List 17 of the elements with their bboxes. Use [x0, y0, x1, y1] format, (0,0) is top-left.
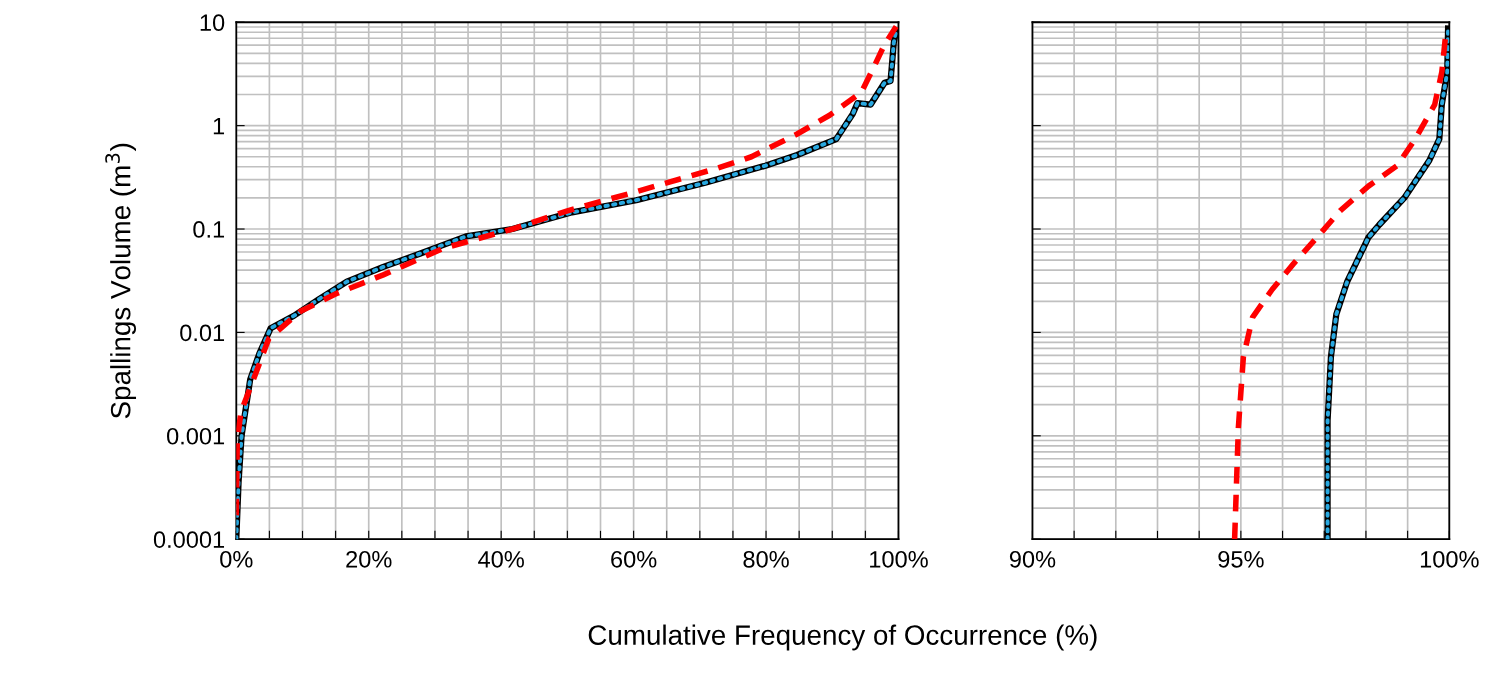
y-tick-label: 1	[213, 117, 225, 135]
x-tick-label: 0%	[220, 550, 253, 568]
x-tick-label: 60%	[611, 550, 657, 568]
x-tick-label: 100%	[1420, 550, 1479, 568]
y-tick-label: 0.0001	[153, 531, 225, 548]
x-axis-title: Cumulative Frequency of Occurrence (%)	[588, 624, 1097, 651]
y-tick-label: 10	[200, 14, 225, 32]
y-tick-label: 0.01	[180, 324, 225, 342]
x-tick-label: 90%	[1009, 550, 1056, 568]
y-tick-label: 0.1	[193, 221, 225, 238]
x-tick-label: 40%	[478, 550, 524, 568]
x-tick-label: 100%	[870, 550, 928, 568]
x-tick-label: 95%	[1218, 550, 1264, 568]
y-axis-title: Spallings Volume (m$^{3}$)	[105, 143, 137, 419]
y-tick-label: 0.001	[167, 427, 225, 445]
x-tick-label: 20%	[346, 550, 392, 568]
x-tick-label: 80%	[743, 550, 789, 568]
